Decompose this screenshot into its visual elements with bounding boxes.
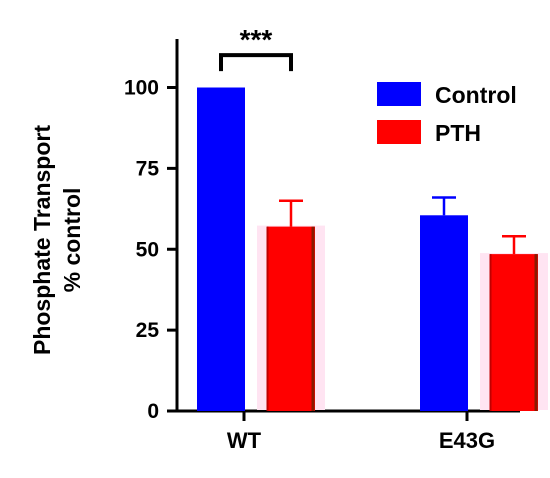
x-ticks: WT E43G [227, 411, 495, 453]
y-tick-label: 75 [136, 157, 160, 180]
error-bars [279, 196, 526, 255]
y-axis-label-line-1: Phosphate Transport [29, 125, 55, 355]
y-tick-label: 50 [136, 238, 159, 261]
x-tick-label: E43G [439, 428, 495, 453]
bars [197, 87, 548, 411]
bar-e43g-pth [490, 254, 538, 411]
legend-label-pth: PTH [435, 120, 481, 146]
legend-swatch-pth [377, 120, 421, 144]
legend: Control PTH [377, 82, 517, 146]
y-axis-label-line-2: % control [59, 188, 85, 293]
legend-label-control: Control [435, 82, 517, 108]
y-tick-label: 100 [124, 77, 159, 100]
significance-annotation: *** [219, 24, 293, 72]
bar-wt-control [197, 87, 245, 411]
x-tick-label: WT [227, 428, 262, 453]
bar-e43g-control [420, 215, 468, 411]
y-ticks: 0 25 50 75 100 [124, 77, 177, 423]
y-tick-label: 25 [136, 319, 160, 342]
y-tick-label: 0 [147, 400, 159, 423]
bar-wt-pth [267, 226, 315, 411]
significance-bracket [219, 53, 293, 72]
y-axis-label: Phosphate Transport % control [29, 125, 85, 355]
significance-stars: *** [240, 24, 273, 55]
legend-swatch-control [377, 82, 421, 106]
